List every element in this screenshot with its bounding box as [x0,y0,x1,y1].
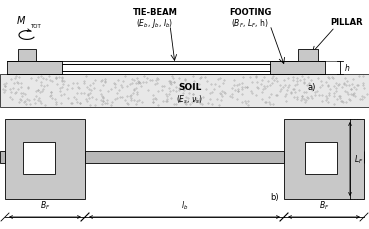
Bar [85,151,284,163]
Bar [0,151,5,163]
Text: h: h [345,64,350,73]
Text: $B_F$: $B_F$ [40,199,50,211]
Text: ($B_F$, $L_F$, h): ($B_F$, $L_F$, h) [231,17,269,29]
Text: $L_F$: $L_F$ [354,153,363,166]
Text: PILLAR: PILLAR [330,18,363,27]
Bar [7,62,62,75]
Text: $l_b$: $l_b$ [181,199,188,211]
Text: SOIL: SOIL [178,83,202,92]
Bar [23,142,55,174]
Bar [62,65,270,72]
Text: $M$: $M$ [16,14,26,26]
Text: TOT: TOT [30,24,41,29]
Text: ($E_s$, $\nu_s$): ($E_s$, $\nu_s$) [176,94,204,106]
Bar [5,120,85,199]
Text: TIE-BEAM: TIE-BEAM [132,8,177,17]
Bar [298,50,318,62]
Text: a): a) [308,83,316,92]
Text: $B_F$: $B_F$ [319,199,329,211]
Bar [18,50,36,62]
Text: b): b) [270,192,279,201]
Text: FOOTING: FOOTING [229,8,271,17]
Bar [305,142,337,174]
Bar [0,75,369,108]
Bar [284,120,364,199]
Bar [270,62,325,75]
Text: ($E_b$, $J_b$, $I_b$): ($E_b$, $J_b$, $I_b$) [137,17,174,30]
